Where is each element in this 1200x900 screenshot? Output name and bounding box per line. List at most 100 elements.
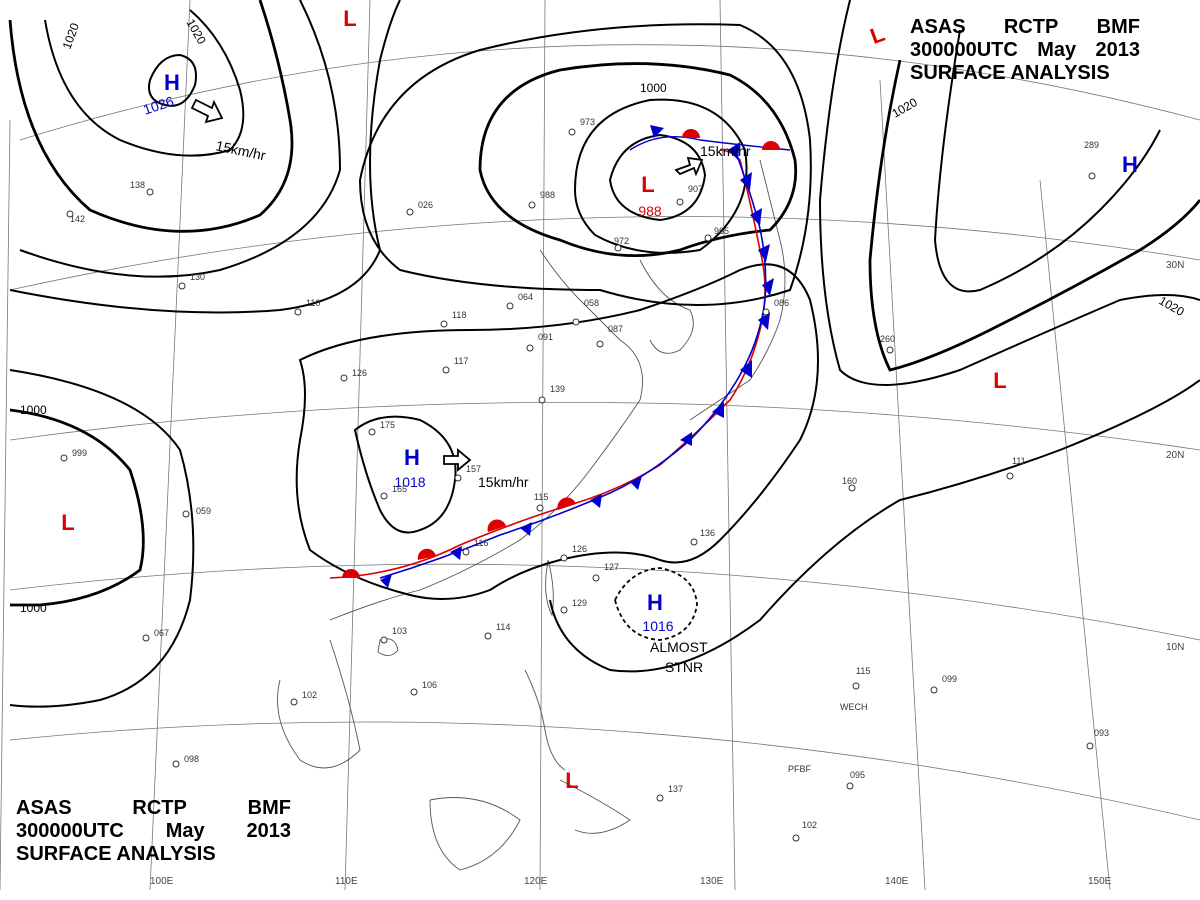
station-value: 106 bbox=[422, 680, 437, 690]
low-center-japan-letter: L bbox=[641, 172, 654, 197]
lat-line-0 bbox=[9, 721, 1200, 821]
lon-line-90e bbox=[0, 119, 11, 891]
lon-line-120e bbox=[539, 0, 546, 891]
motion-arrow-china bbox=[443, 448, 472, 472]
station-value: 165 bbox=[392, 484, 407, 494]
station-dot bbox=[172, 760, 180, 768]
station-dot bbox=[704, 234, 712, 242]
lon-label-120e: 120E bbox=[524, 876, 548, 887]
isobar-nw-b bbox=[8, 0, 294, 233]
station-value: 137 bbox=[668, 784, 683, 794]
header-agency-2: RCTP bbox=[1003, 16, 1059, 38]
cold-tri-9 bbox=[758, 312, 770, 330]
lon-label-150e: 150E bbox=[1088, 876, 1112, 887]
coast-indochina bbox=[277, 639, 361, 769]
front-line-blue bbox=[379, 149, 767, 579]
isobar-label-c: 1000 bbox=[640, 81, 667, 95]
station-dot bbox=[568, 128, 576, 136]
station-dot bbox=[406, 208, 414, 216]
header-time: 300000UTC bbox=[910, 39, 1018, 61]
pressure-centers: H 1026 H 1018 H 1016 L 988 H L L L L L bbox=[61, 6, 1138, 793]
lon-label-140e: 140E bbox=[885, 876, 909, 887]
header-time-row: 300000UTC May 2013 bbox=[910, 39, 1140, 62]
station-value: 157 bbox=[466, 464, 481, 474]
axis-labels: 100E 110E 120E 130E 140E 150E 30N 20N 10… bbox=[150, 260, 1184, 887]
low-center-phil-letter: L bbox=[565, 768, 578, 793]
cold-tri-3 bbox=[520, 522, 532, 536]
station-dot bbox=[484, 632, 492, 640]
header-product: SURFACE ANALYSIS bbox=[910, 62, 1110, 84]
station-dot bbox=[690, 538, 698, 546]
station-dot bbox=[656, 794, 664, 802]
station-dot bbox=[560, 606, 568, 614]
station-dot bbox=[536, 504, 544, 512]
station-value: 086 bbox=[774, 298, 789, 308]
station-dot bbox=[462, 548, 470, 556]
low-center-pacific-letter: L bbox=[993, 368, 1006, 393]
station-dot bbox=[146, 188, 154, 196]
station-dot bbox=[294, 308, 302, 316]
header-top-right: ASAS RCTP BMF 300000UTC May 2013 SURFACE… bbox=[910, 16, 1140, 85]
isobar-low-1000 bbox=[478, 62, 798, 257]
lat-label-10n: 10N bbox=[1166, 642, 1184, 653]
isobar-east-d bbox=[933, 29, 1161, 293]
warm-semi-2 bbox=[417, 548, 436, 560]
station-value: 139 bbox=[550, 384, 565, 394]
coast-luzon bbox=[524, 669, 566, 771]
isobar-east-a bbox=[549, 379, 1200, 673]
station-value: 118 bbox=[452, 310, 466, 320]
station-value: 907 bbox=[688, 184, 703, 194]
station-id: PFBF bbox=[788, 764, 812, 774]
isobar-east-c bbox=[868, 59, 1200, 372]
header-agency-1: ASAS bbox=[910, 16, 966, 38]
station-value: 136 bbox=[700, 528, 715, 538]
header-product: SURFACE ANALYSIS bbox=[16, 843, 216, 865]
cold-tri-7 bbox=[712, 402, 724, 418]
isobar-east-b bbox=[818, 0, 1200, 386]
station-value: 127 bbox=[604, 562, 619, 572]
lon-label-100e: 100E bbox=[150, 876, 174, 887]
warm-semi-4 bbox=[557, 497, 576, 510]
lat-label-20n: 20N bbox=[1166, 450, 1184, 461]
station-value: 059 bbox=[196, 506, 211, 516]
header-agency-3: BMF bbox=[247, 797, 291, 819]
station-dot bbox=[886, 346, 894, 354]
header-bottom-left: ASAS RCTP BMF 300000UTC May 2013 SURFACE… bbox=[16, 797, 291, 866]
station-value: 965 bbox=[714, 226, 729, 236]
station-value: 099 bbox=[942, 674, 957, 684]
station-value: 129 bbox=[572, 598, 587, 608]
station-dot bbox=[676, 198, 684, 206]
station-dot bbox=[596, 340, 604, 348]
isobar-label-d: 1000 bbox=[20, 403, 47, 417]
cold-tri-5 bbox=[630, 476, 642, 490]
high-center-china-letter: H bbox=[404, 445, 420, 470]
lat-line-40n bbox=[19, 44, 1200, 141]
coast-korea bbox=[639, 259, 694, 354]
warm-semi-1 bbox=[342, 569, 360, 578]
station-dot bbox=[762, 308, 770, 316]
station-value: 026 bbox=[418, 200, 433, 210]
station-dot bbox=[1088, 172, 1096, 180]
station-value: 102 bbox=[302, 690, 317, 700]
isobar-west-1000 bbox=[9, 408, 145, 607]
coast-taiwan bbox=[545, 559, 554, 617]
station-dot bbox=[852, 682, 860, 690]
station-dot bbox=[290, 698, 298, 706]
header-time: 300000UTC bbox=[16, 820, 124, 842]
station-dot bbox=[1006, 472, 1014, 480]
coast-hainan bbox=[377, 638, 399, 656]
cold-tri-11 bbox=[758, 244, 770, 262]
header-year: 2013 bbox=[246, 820, 292, 842]
station-dot bbox=[538, 396, 546, 404]
station-dot bbox=[560, 554, 568, 562]
station-value: 973 bbox=[580, 117, 595, 127]
station-dot bbox=[66, 210, 74, 218]
station-value: 130 bbox=[190, 272, 205, 282]
station-dot bbox=[340, 374, 348, 382]
station-value: 126 bbox=[352, 368, 367, 378]
high-center-scs-letter: H bbox=[647, 590, 663, 615]
isobar-nw-a bbox=[44, 9, 245, 157]
station-value: 110 bbox=[306, 298, 320, 308]
